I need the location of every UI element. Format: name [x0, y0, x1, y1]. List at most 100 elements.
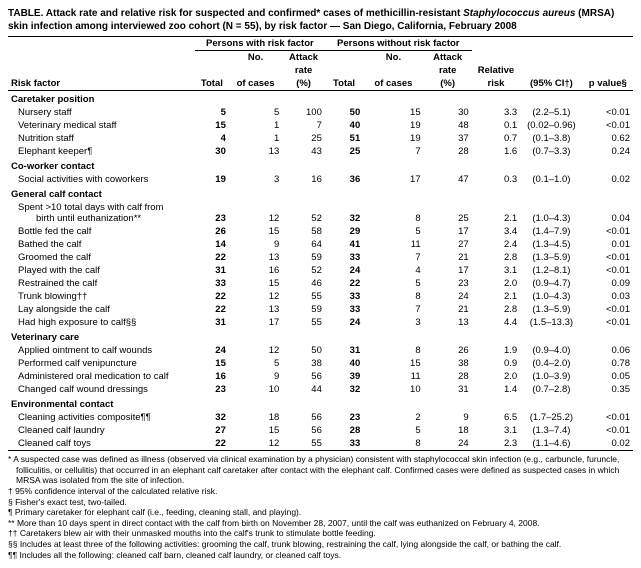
with-total: 15	[195, 119, 229, 132]
blank-header	[8, 37, 195, 51]
with-total: 24	[195, 344, 229, 357]
table-row: Played with the calf311652244173.1(1.2–8…	[8, 264, 633, 277]
with-risk-header: Persons with risk factor	[195, 37, 325, 51]
without-cases: 11	[363, 238, 423, 251]
relative-risk: 2.1	[472, 290, 521, 303]
p-value: 0.62	[583, 132, 633, 145]
with-total: 22	[195, 251, 229, 264]
with-cases: 13	[229, 303, 282, 316]
p-value: <0.01	[583, 225, 633, 238]
without-cases: 8	[363, 437, 423, 451]
with-total: 33	[195, 277, 229, 290]
without-rate: 38	[424, 357, 472, 370]
without-total: 22	[325, 277, 363, 290]
with-total: 31	[195, 264, 229, 277]
without-rate: 9	[424, 411, 472, 424]
with-rate: 64	[282, 238, 325, 251]
footnote: * A suspected case was defined as illnes…	[8, 454, 633, 486]
footnote: ** More than 10 days spent in direct con…	[8, 518, 633, 529]
row-label: Changed calf wound dressings	[8, 383, 195, 396]
table-row: Changed calf wound dressings231044321031…	[8, 383, 633, 396]
blank-header	[472, 51, 521, 65]
with-total: 15	[195, 357, 229, 370]
header-row-4: Risk factor Total of cases (%) Total of …	[8, 77, 633, 91]
with-rate: 43	[282, 145, 325, 158]
without-cases: 11	[363, 370, 423, 383]
table-row: Restrained the calf331546225232.0(0.9–4.…	[8, 277, 633, 290]
without-rate: 28	[424, 370, 472, 383]
row-label: Bathed the calf	[8, 238, 195, 251]
with-cases: 5	[229, 106, 282, 119]
without-rate: 17	[424, 264, 472, 277]
section-label: General calf contact	[8, 186, 633, 201]
table-row: Cleaning activities composite¶¶321856232…	[8, 411, 633, 424]
confidence-interval: (1.4–7.9)	[520, 225, 582, 238]
without-total: 50	[325, 106, 363, 119]
without-total: 39	[325, 370, 363, 383]
without-total: 33	[325, 437, 363, 451]
with-total: 22	[195, 290, 229, 303]
without-total: 41	[325, 238, 363, 251]
p-value: 0.05	[583, 370, 633, 383]
with-total: 22	[195, 437, 229, 451]
p-value: <0.01	[583, 303, 633, 316]
without-total: 33	[325, 303, 363, 316]
with-total: 14	[195, 238, 229, 251]
with-rate: 50	[282, 344, 325, 357]
without-cases: 5	[363, 225, 423, 238]
without-cases: 19	[363, 119, 423, 132]
confidence-interval: (1.2–8.1)	[520, 264, 582, 277]
footnote: ¶¶ Includes all the following: cleaned c…	[8, 550, 633, 561]
with-cases: 9	[229, 370, 282, 383]
data-table: Persons with risk factor Persons without…	[8, 36, 633, 451]
relative-risk: 2.3	[472, 437, 521, 451]
without-rate: 23	[424, 277, 472, 290]
row-label: Cleaned calf laundry	[8, 424, 195, 437]
blank-header	[8, 64, 195, 77]
relative-risk: 2.4	[472, 238, 521, 251]
header-row-1: Persons with risk factor Persons without…	[8, 37, 633, 51]
p-value: 0.02	[583, 173, 633, 186]
section-header: Co-worker contact	[8, 158, 633, 173]
with-total: 22	[195, 303, 229, 316]
without-rate: 27	[424, 238, 472, 251]
relative-risk: 0.3	[472, 173, 521, 186]
without-total: 28	[325, 424, 363, 437]
with-total: 16	[195, 370, 229, 383]
risk-factor-header: Risk factor	[8, 77, 195, 91]
without-cases: 8	[363, 344, 423, 357]
with-total: 32	[195, 411, 229, 424]
without-total: 24	[325, 316, 363, 329]
row-label: Elephant keeper¶	[8, 145, 195, 158]
without-cases: 15	[363, 357, 423, 370]
without-rate: 26	[424, 344, 472, 357]
without-cases: 2	[363, 411, 423, 424]
table-head: Persons with risk factor Persons without…	[8, 37, 633, 91]
with-cases: 3	[229, 173, 282, 186]
with-rate: 52	[282, 264, 325, 277]
table-row: Bathed the calf149644111272.4(1.3–4.5)0.…	[8, 238, 633, 251]
p-value: <0.01	[583, 119, 633, 132]
blank-header	[195, 51, 229, 65]
with-cases: 15	[229, 225, 282, 238]
relative-risk: 0.7	[472, 132, 521, 145]
p-value: 0.02	[583, 437, 633, 451]
p-value: 0.01	[583, 238, 633, 251]
with-cases: 12	[229, 290, 282, 303]
without-rate: 37	[424, 132, 472, 145]
without-cases: 19	[363, 132, 423, 145]
row-label: Had high exposure to calf§§	[8, 316, 195, 329]
attack-pct-header: (%)	[424, 77, 472, 91]
header-row-2: No. Attack No. Attack	[8, 51, 633, 65]
with-rate: 46	[282, 277, 325, 290]
blank-header	[583, 51, 633, 65]
with-rate: 56	[282, 411, 325, 424]
with-rate: 55	[282, 437, 325, 451]
row-label: Restrained the calf	[8, 277, 195, 290]
of-cases-header: of cases	[363, 77, 423, 91]
blank-header	[520, 64, 582, 77]
with-rate: 58	[282, 225, 325, 238]
relative-risk: 3.1	[472, 264, 521, 277]
row-label: Trunk blowing††	[8, 290, 195, 303]
with-cases: 13	[229, 145, 282, 158]
